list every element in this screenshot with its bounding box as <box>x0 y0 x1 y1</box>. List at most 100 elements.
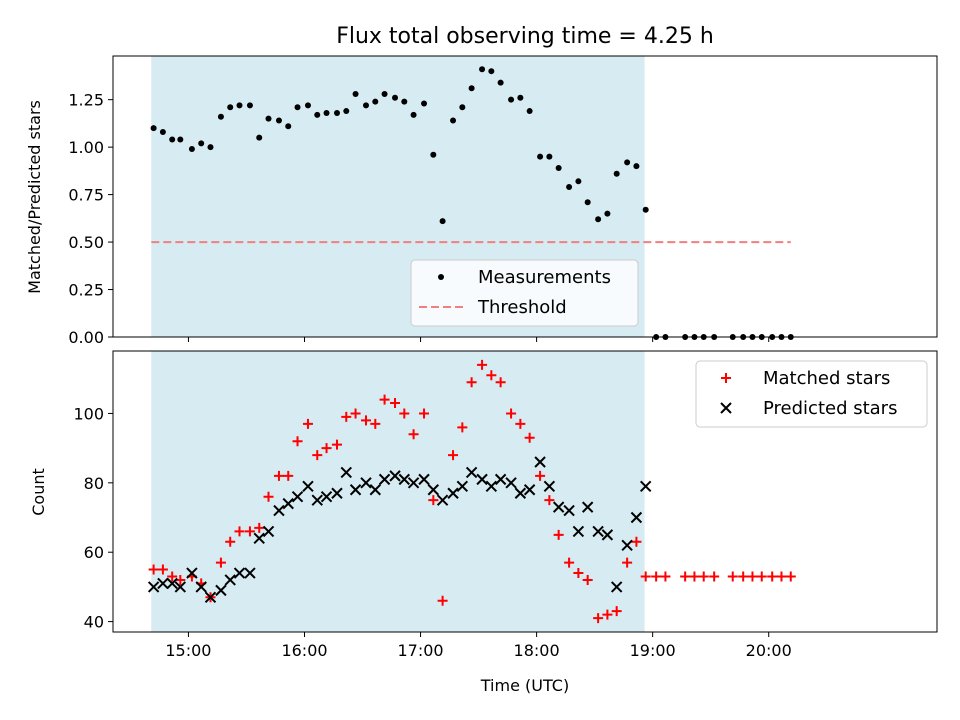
bottom-y-tick-label: 60 <box>84 543 104 562</box>
predicted-star-point <box>244 567 256 579</box>
matched-star-point <box>738 571 749 582</box>
predicted-star-point <box>331 487 343 499</box>
predicted-star-point <box>552 501 565 513</box>
predicted-star-point <box>427 484 440 496</box>
measurement-point <box>169 136 176 143</box>
predicted-star-point <box>389 470 401 482</box>
measurement-point <box>392 94 399 101</box>
measurement-point <box>595 216 602 223</box>
measurement-point <box>421 100 428 107</box>
matched-star-point <box>302 418 313 429</box>
measurement-point <box>459 104 466 111</box>
matched-star-point <box>157 564 168 575</box>
predicted-star-point <box>174 581 187 593</box>
legend-label: Matched stars <box>763 368 890 389</box>
measurement-point <box>508 96 515 103</box>
measurement-point <box>265 115 272 122</box>
measurement-point <box>517 94 524 101</box>
predicted-star-point <box>494 473 507 486</box>
matched-star-point <box>622 557 633 568</box>
top-legend-box <box>410 259 639 327</box>
matched-star-point <box>448 450 459 461</box>
measurement-point <box>236 102 243 109</box>
predicted-star-point <box>378 473 391 486</box>
bottom-y-tick-label: 40 <box>84 613 104 632</box>
legend-label: Measurements <box>478 267 611 288</box>
predicted-star-point <box>630 511 643 524</box>
predicted-star-point <box>233 567 246 579</box>
predicted-star-point <box>456 480 469 493</box>
predicted-star-point <box>601 529 614 541</box>
matched-star-point <box>689 571 700 582</box>
matched-star-point <box>785 571 796 582</box>
bottom-y-axis-label: Count <box>29 468 48 516</box>
predicted-star-point <box>621 539 633 551</box>
measurement-point <box>333 109 340 116</box>
predicted-star-point <box>436 494 449 506</box>
matched-star-point <box>244 526 255 537</box>
matched-star-point <box>660 571 671 582</box>
measurement-point <box>207 144 214 151</box>
top-axes-frame <box>112 55 938 338</box>
legend-label: Threshold <box>477 297 567 318</box>
x-tick-label: 15:00 <box>165 641 211 660</box>
measurement-point <box>159 128 166 135</box>
top-panel: 0.00 0.25 0.50 0.75 1.00 1.25 Measurements Thre… <box>68 55 938 347</box>
predicted-star-point <box>340 466 352 479</box>
measurement-point <box>285 123 292 130</box>
top-y-tick-label: 0.50 <box>68 233 104 252</box>
matched-star-point <box>350 408 361 419</box>
measurement-point <box>537 153 544 160</box>
matched-star-point <box>437 595 448 606</box>
predicted-star-point <box>253 532 265 545</box>
matched-star-point <box>234 526 245 537</box>
measurement-point <box>450 117 457 124</box>
matched-star-point <box>593 613 604 624</box>
measurement-point <box>555 165 562 172</box>
bottom-axes-frame <box>112 350 938 633</box>
measurement-point <box>198 140 205 147</box>
predicted-star-point <box>273 504 285 517</box>
measurement-point <box>566 184 573 191</box>
matched-star-point <box>312 450 323 461</box>
predicted-star-point <box>282 497 294 510</box>
matched-star-point <box>457 422 468 433</box>
predicted-star-point <box>572 525 585 538</box>
measurement-point <box>439 218 446 225</box>
matched-star-point <box>515 418 526 429</box>
matched-star-point <box>283 470 294 481</box>
measurement-point <box>275 117 282 124</box>
predicted-star-point <box>543 480 556 493</box>
measurement-point <box>488 68 495 75</box>
predicted-star-point <box>195 581 207 593</box>
predicted-star-point <box>639 480 652 493</box>
predicted-star-point <box>465 466 478 479</box>
measurement-point <box>150 125 157 132</box>
measurement-point <box>372 98 379 105</box>
bottom-legend-box <box>695 360 928 428</box>
x-tick-label: 17:00 <box>397 641 443 660</box>
measurement-point <box>188 146 195 153</box>
matched-star-point <box>756 571 767 582</box>
measurement-point <box>479 66 486 73</box>
matched-star-point <box>486 370 497 381</box>
x-tick-label: 16:00 <box>281 641 327 660</box>
matched-star-point <box>428 495 439 506</box>
matched-star-point <box>709 571 720 582</box>
bottom-observing-window <box>151 351 645 632</box>
predicted-star-point <box>581 501 594 513</box>
measurement-point <box>381 90 388 97</box>
predicted-star-point <box>360 477 372 489</box>
predicted-star-point <box>166 577 178 590</box>
matched-star-point <box>263 491 274 502</box>
matched-star-point <box>727 571 738 582</box>
measurement-point <box>343 108 350 115</box>
matched-star-point <box>747 571 758 582</box>
predicted-star-point <box>157 577 169 590</box>
measurement-point <box>604 210 611 217</box>
top-y-tick-label: 0.75 <box>68 186 104 205</box>
measurement-point <box>246 102 253 109</box>
predicted-star-point <box>563 504 575 517</box>
matched-star-point <box>419 408 430 419</box>
predicted-star-point <box>534 456 546 468</box>
